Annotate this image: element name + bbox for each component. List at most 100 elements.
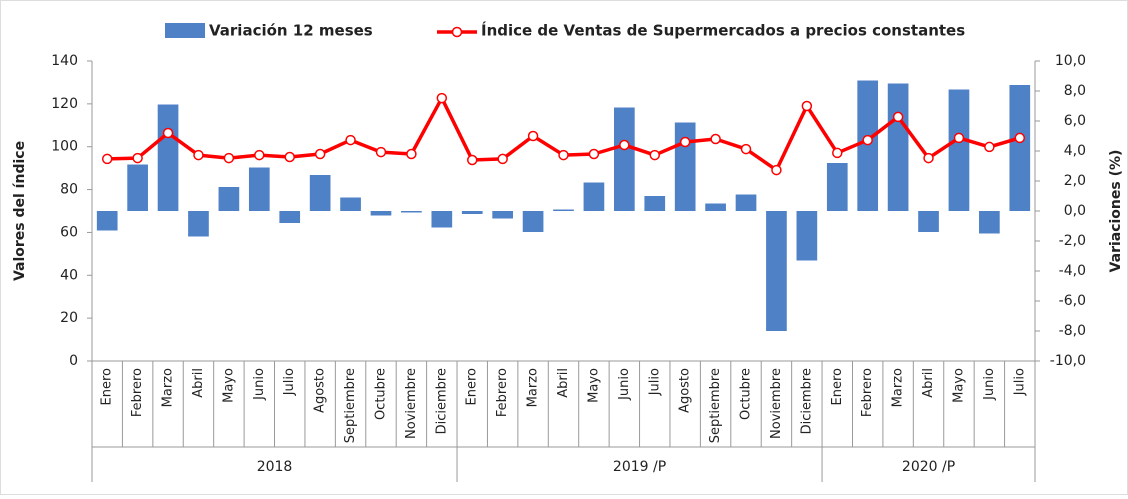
x-tick-label: Junio: [617, 368, 632, 401]
x-tick-label: Enero: [100, 368, 115, 406]
x-tick-label: Octubre: [739, 368, 754, 420]
legend-label: Índice de Ventas de Supermercados a prec…: [481, 21, 965, 40]
marker: [375, 146, 387, 158]
bar: [188, 211, 209, 237]
bar: [979, 211, 1000, 234]
y2-tick-label: 10,0: [1055, 53, 1086, 69]
marker: [101, 153, 113, 165]
y-tick-label: 20: [60, 310, 78, 326]
x-tick-label: Marzo: [526, 368, 541, 407]
y2-tick-label: -6,0: [1059, 293, 1086, 309]
y2-tick-label: -8,0: [1059, 323, 1086, 339]
bar: [857, 80, 879, 211]
x-tick-label: Agosto: [313, 368, 328, 413]
bar: [157, 104, 179, 211]
marker: [223, 152, 235, 164]
bar: [1009, 85, 1031, 211]
marker: [254, 149, 265, 161]
x-tick-label: Octubre: [373, 368, 388, 420]
bar: [553, 209, 574, 211]
y2-tick-label: 8,0: [1064, 83, 1086, 99]
marker: [436, 92, 448, 104]
x-tick-label: Enero: [830, 368, 845, 406]
legend-marker: [451, 26, 463, 38]
marker: [892, 111, 904, 123]
x-tick-label: Febrero: [130, 368, 145, 417]
y2-tick-label: 2,0: [1064, 173, 1086, 189]
marker: [862, 134, 873, 146]
bar: [248, 167, 270, 211]
bar: [705, 203, 726, 211]
y-tick-label: 0: [69, 353, 78, 369]
x-tick-label: Diciembre: [434, 368, 449, 434]
y2-tick-label: -10,0: [1050, 353, 1086, 369]
marker: [801, 100, 813, 112]
x-tick-label: Junio: [982, 368, 997, 401]
x-tick-label: Febrero: [495, 368, 510, 417]
marker: [771, 164, 782, 176]
marker: [740, 143, 752, 155]
x-tick-label: Julio: [647, 368, 662, 396]
legend-label: Variación 12 meses: [209, 22, 373, 40]
x-tick-label: Julio: [282, 368, 297, 396]
legend-swatch: [165, 23, 205, 38]
y2-tick-label: -4,0: [1059, 263, 1086, 279]
bar: [279, 211, 301, 223]
marker: [497, 153, 508, 165]
bar: [887, 83, 909, 211]
marker: [832, 147, 843, 159]
y-tick-label: 120: [51, 96, 78, 112]
marker: [314, 148, 326, 160]
marker: [953, 132, 965, 144]
y-tick-label: 140: [51, 53, 78, 69]
x-tick-label: Abril: [191, 368, 206, 398]
marker: [527, 130, 539, 142]
marker: [619, 139, 630, 151]
x-tick-label: Abril: [921, 368, 936, 398]
x-tick-label: Noviembre: [404, 368, 419, 439]
bar: [735, 194, 757, 211]
marker: [923, 152, 934, 164]
bar: [401, 211, 422, 213]
x-tick-label: Enero: [465, 368, 480, 406]
bar: [461, 211, 483, 214]
group-label: 2019 /P: [613, 459, 666, 475]
y2-tick-label: 0,0: [1064, 203, 1086, 219]
marker: [679, 136, 691, 148]
marker: [345, 134, 356, 146]
x-tick-label: Abril: [556, 368, 571, 398]
bar: [583, 182, 605, 211]
bar: [431, 211, 453, 228]
x-tick-label: Mayo: [221, 368, 236, 403]
marker: [588, 148, 600, 160]
marker: [284, 151, 295, 163]
x-tick-label: Febrero: [860, 368, 875, 417]
y2-axis-title: Variaciones (%): [1108, 150, 1124, 273]
x-tick-label: Agosto: [678, 368, 693, 413]
y-axis-title: Valores del índice: [12, 141, 28, 281]
y-tick-label: 80: [60, 182, 78, 198]
marker: [649, 149, 661, 161]
y2-tick-label: 4,0: [1064, 143, 1086, 159]
y-tick-label: 100: [51, 139, 78, 155]
bar: [127, 164, 148, 211]
bar: [796, 211, 818, 261]
y-tick-label: 60: [60, 224, 78, 240]
bar: [340, 197, 361, 211]
bar: [766, 211, 787, 331]
bar: [613, 107, 635, 211]
group-label: 2020 /P: [902, 459, 955, 475]
x-tick-label: Julio: [1012, 368, 1027, 396]
marker: [193, 149, 204, 161]
marker: [406, 148, 417, 160]
bar: [522, 211, 544, 232]
bar: [218, 187, 240, 211]
x-tick-label: Noviembre: [769, 368, 784, 439]
x-tick-label: Septiembre: [343, 368, 358, 443]
x-tick-label: Diciembre: [799, 368, 814, 434]
marker: [984, 141, 995, 153]
bar: [309, 175, 331, 211]
marker: [162, 127, 174, 139]
